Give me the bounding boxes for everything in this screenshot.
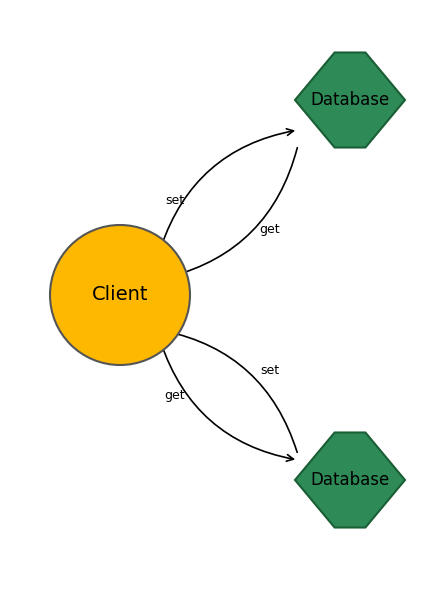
Text: Database: Database (310, 471, 390, 489)
FancyArrowPatch shape (164, 329, 297, 453)
Text: set: set (165, 194, 185, 206)
Text: get: get (260, 224, 280, 237)
FancyArrowPatch shape (169, 148, 297, 278)
Text: Database: Database (310, 91, 390, 109)
Text: set: set (261, 363, 279, 376)
Polygon shape (295, 53, 405, 148)
Text: get: get (164, 388, 186, 402)
Polygon shape (295, 432, 405, 527)
Ellipse shape (50, 225, 190, 365)
Text: Client: Client (92, 286, 148, 304)
FancyArrowPatch shape (161, 343, 293, 461)
FancyArrowPatch shape (161, 129, 293, 247)
